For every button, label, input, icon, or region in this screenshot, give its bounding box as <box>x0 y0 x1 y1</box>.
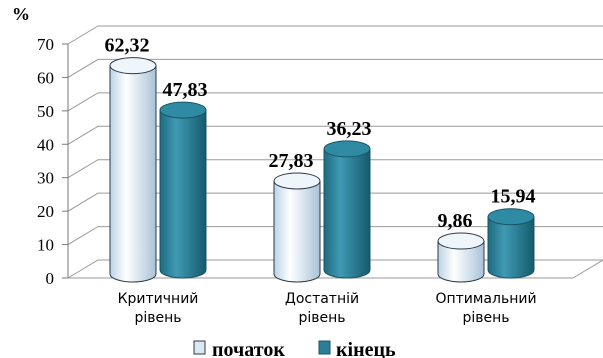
category-label: Достатній <box>285 291 359 307</box>
bar-top <box>273 172 321 190</box>
bar-top <box>487 208 535 226</box>
category-label: Оптимальний <box>435 291 536 307</box>
data-label: 47,83 <box>163 79 208 101</box>
y-tick-label: 30 <box>37 169 54 188</box>
y-tick-label: 60 <box>37 68 54 87</box>
bar-body <box>323 148 371 279</box>
data-label: 36,23 <box>327 118 372 140</box>
gridline <box>67 25 603 45</box>
y-tick-label: 10 <box>37 236 54 255</box>
legend: початок кінець <box>193 339 396 358</box>
data-labels: 62,32 47,83 27,83 36,23 9,86 15,94 <box>105 35 536 232</box>
y-axis-unit: % <box>12 4 30 24</box>
y-tick-label: 20 <box>37 202 54 221</box>
gridline <box>67 125 603 145</box>
bars <box>109 57 535 283</box>
bar-body <box>109 65 157 283</box>
bar-top <box>159 101 207 119</box>
category-label: рівень <box>298 310 345 326</box>
bar-body <box>487 216 535 279</box>
floor-edge <box>572 259 603 279</box>
bar-top <box>323 140 371 158</box>
legend-swatch-end <box>318 340 331 355</box>
y-tick-label: 0 <box>46 269 55 288</box>
data-label: 27,83 <box>269 150 314 172</box>
bar-top <box>437 232 485 250</box>
y-tick-label: 70 <box>37 35 54 54</box>
x-axis-categories: Критичний рівень Достатній рівень Оптимальни… <box>118 291 537 326</box>
data-label: 62,32 <box>105 35 150 57</box>
category-label: рівень <box>134 310 181 326</box>
bar-body <box>159 109 207 279</box>
legend-swatch-start <box>193 340 206 355</box>
data-label: 9,86 <box>438 210 473 232</box>
gridline <box>67 192 603 212</box>
legend-label-end: кінець <box>336 339 396 358</box>
bar-початок <box>109 57 157 283</box>
bar-кінець <box>159 101 207 279</box>
bar-body <box>273 180 321 283</box>
gridline <box>67 259 603 279</box>
legend-label-start: початок <box>212 339 285 358</box>
gridline <box>67 226 603 246</box>
y-axis: 0 10 20 30 40 50 60 70 <box>37 35 69 288</box>
gridline <box>67 58 603 78</box>
bar-початок <box>273 172 321 283</box>
bar-початок <box>437 232 485 283</box>
bar-body <box>437 240 485 283</box>
category-label: рівень <box>462 310 509 326</box>
gridline <box>67 92 603 112</box>
bar-кінець <box>487 208 535 279</box>
y-tick-label: 50 <box>37 102 54 121</box>
bar-top <box>109 57 157 75</box>
y-tick-label: 40 <box>37 135 54 154</box>
data-label: 15,94 <box>491 186 536 208</box>
bar-кінець <box>323 140 371 279</box>
category-label: Критичний <box>118 291 199 307</box>
gridline <box>67 159 603 179</box>
